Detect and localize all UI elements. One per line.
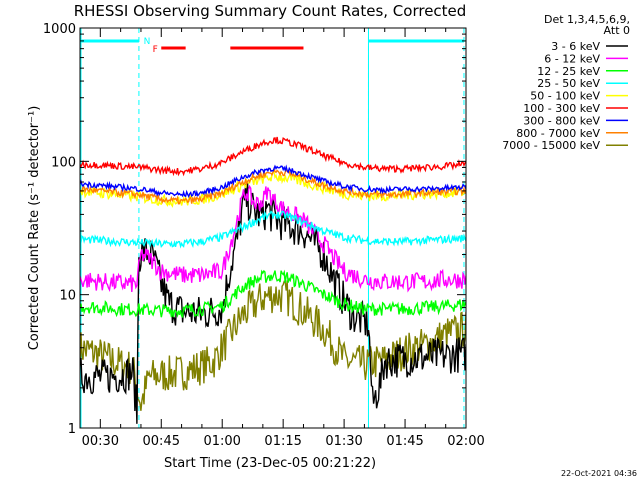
legend-label-5: 50 - 100 keV (530, 90, 600, 103)
series-line-3 (80, 269, 466, 319)
series-line-4 (80, 210, 466, 249)
legend-label-7: 300 - 800 keV (523, 114, 600, 127)
legend-label-2: 6 - 12 keV (544, 52, 600, 65)
legend-label-8: 800 - 7000 keV (516, 127, 600, 140)
plot-series-group: FN (80, 28, 466, 428)
x-axis-label: Start Time (23-Dec-05 00:21:22) (164, 456, 376, 471)
legend-header-0: Det 1,3,4,5,6,9, (544, 13, 630, 26)
chart-title: RHESSI Observing Summary Count Rates, Co… (74, 2, 467, 20)
y-axis-label: Corrected Count Rate (s⁻¹ detector⁻¹) (27, 106, 42, 351)
series-line-6 (80, 136, 466, 177)
y-tick-label: 100 (51, 155, 76, 170)
legend-label-1: 3 - 6 keV (551, 40, 600, 53)
series-line-8 (80, 166, 466, 205)
legend-header-1: Att 0 (604, 24, 630, 37)
series-layer: FN (80, 28, 466, 428)
x-tick-label: 01:15 (264, 434, 301, 449)
y-tick-label: 1000 (43, 22, 76, 37)
legend-label-9: 7000 - 15000 keV (502, 139, 600, 152)
x-tick-label: 00:30 (82, 434, 119, 449)
axis-ticks: 00:30 00:45 01:00 01:15 01:30 01:45 02:00 1 10 10… (43, 22, 485, 449)
series-line-2 (80, 184, 466, 293)
marker-label-N: N (144, 37, 151, 47)
legend-label-6: 100 - 300 keV (523, 102, 600, 115)
x-tick-label: 01:45 (386, 434, 423, 449)
x-tick-label: 01:00 (203, 434, 240, 449)
x-tick-label: 01:30 (325, 434, 362, 449)
footer-date: 22-Oct-2021 04:36 (561, 469, 637, 478)
series-line-9 (80, 280, 466, 411)
x-tick-label: 02:00 (447, 434, 484, 449)
plot-frame (79, 27, 467, 429)
y-tick-label: 1 (68, 422, 76, 437)
series-line-7 (80, 164, 466, 199)
x-tick-label: 00:45 (143, 434, 180, 449)
legend-label-3: 12 - 25 keV (537, 65, 600, 78)
y-tick-label: 10 (59, 289, 76, 304)
marker-label-F: F (153, 45, 158, 55)
legend-label-4: 25 - 50 keV (537, 77, 600, 90)
